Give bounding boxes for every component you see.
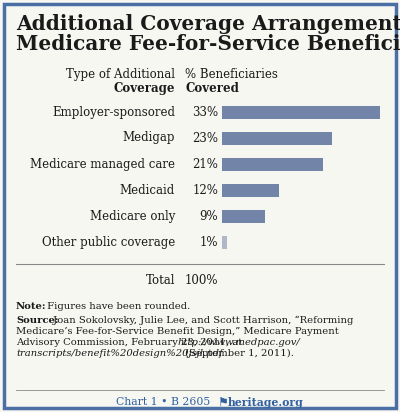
Text: 9%: 9% <box>199 209 218 222</box>
Text: Medicare Fee-for-Service Beneficiaries: Medicare Fee-for-Service Beneficiaries <box>16 34 400 54</box>
Text: heritage.org: heritage.org <box>228 397 304 408</box>
Text: Other public coverage: Other public coverage <box>42 236 175 248</box>
Text: Type of Additional: Type of Additional <box>66 68 175 81</box>
Text: Figures have been rounded.: Figures have been rounded. <box>44 302 190 311</box>
Text: Covered: Covered <box>185 82 239 95</box>
Text: Medicare’s Fee-for-Service Benefit Design,” Medicare Payment: Medicare’s Fee-for-Service Benefit Desig… <box>16 327 339 336</box>
Bar <box>222 183 280 197</box>
Text: (September 1, 2011).: (September 1, 2011). <box>182 349 294 358</box>
Text: transcripts/benefit%20design%20jsjl.pdf: transcripts/benefit%20design%20jsjl.pdf <box>16 349 223 358</box>
Bar <box>222 209 265 222</box>
FancyBboxPatch shape <box>4 4 396 408</box>
Text: 23%: 23% <box>192 131 218 145</box>
Text: Joan Sokolovsky, Julie Lee, and Scott Harrison, “Reforming: Joan Sokolovsky, Julie Lee, and Scott Ha… <box>50 316 353 325</box>
Text: Medigap: Medigap <box>122 131 175 145</box>
Text: 21%: 21% <box>192 157 218 171</box>
Text: Additional Coverage Arrangements for: Additional Coverage Arrangements for <box>16 14 400 34</box>
Text: Total: Total <box>146 274 175 286</box>
Text: 12%: 12% <box>192 183 218 197</box>
Text: 100%: 100% <box>184 274 218 286</box>
Bar <box>222 131 332 145</box>
Bar <box>222 236 227 248</box>
Text: Medicaid: Medicaid <box>120 183 175 197</box>
Text: Medicare managed care: Medicare managed care <box>30 157 175 171</box>
Text: % Beneficiaries: % Beneficiaries <box>185 68 278 81</box>
Text: 1%: 1% <box>200 236 218 248</box>
Text: ⚑: ⚑ <box>218 397 229 410</box>
Text: 33%: 33% <box>192 105 218 119</box>
Text: Medicare only: Medicare only <box>90 209 175 222</box>
Text: Chart 1 • B 2605: Chart 1 • B 2605 <box>116 397 210 407</box>
Text: Source:: Source: <box>16 316 58 325</box>
Bar <box>222 157 322 171</box>
Text: Note:: Note: <box>16 302 46 311</box>
Text: http://www.medpac.gov/: http://www.medpac.gov/ <box>178 338 301 347</box>
Bar <box>222 105 380 119</box>
Text: Employer-sponsored: Employer-sponsored <box>52 105 175 119</box>
Text: Coverage: Coverage <box>114 82 175 95</box>
Text: Advisory Commission, February 23, 2011, at: Advisory Commission, February 23, 2011, … <box>16 338 245 347</box>
